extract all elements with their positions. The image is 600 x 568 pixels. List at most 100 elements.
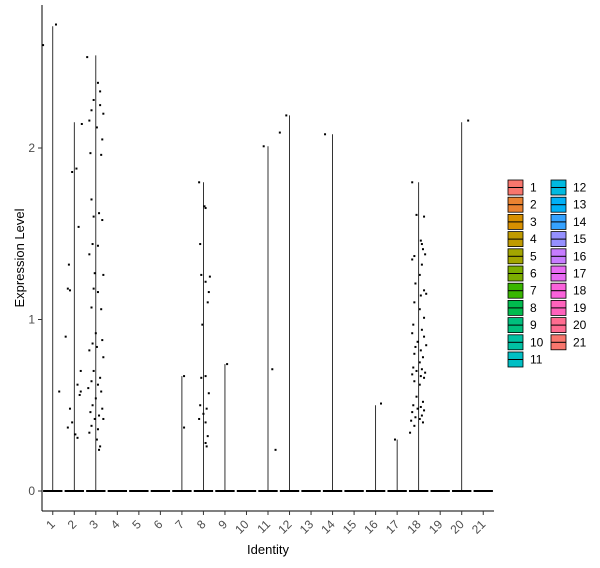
data-point [76, 383, 79, 386]
data-point [199, 243, 202, 246]
data-point [393, 438, 396, 441]
data-point [80, 122, 83, 125]
legend-item-19: 19 [550, 299, 587, 316]
data-point [71, 421, 74, 424]
data-point [75, 167, 78, 170]
violin-group-3 [86, 55, 106, 492]
data-point [419, 294, 422, 297]
data-point [416, 407, 419, 410]
data-point [423, 316, 426, 319]
data-point [205, 445, 208, 448]
data-point [88, 431, 91, 434]
data-point [79, 390, 82, 393]
data-point [100, 308, 103, 311]
legend-label: 7 [530, 284, 537, 298]
x-tick-label: 12 [275, 517, 295, 537]
data-point [66, 426, 69, 429]
data-point [90, 380, 93, 383]
violin-group-14 [322, 133, 343, 492]
data-point [204, 441, 207, 444]
data-point [424, 253, 427, 256]
x-tick-label: 3 [86, 517, 101, 532]
data-point [67, 263, 70, 266]
data-point [420, 328, 423, 331]
data-point [68, 407, 71, 410]
data-point [421, 356, 424, 359]
legend-label: 2 [530, 198, 537, 212]
y-axis-title: Expression Level [12, 208, 27, 307]
violin-group-17 [387, 438, 407, 492]
legend-item-10: 10 [507, 334, 544, 351]
data-point [421, 421, 424, 424]
data-point [411, 373, 414, 376]
data-point [423, 335, 426, 338]
data-point [89, 152, 92, 155]
data-point [413, 352, 416, 355]
data-point [204, 421, 207, 424]
data-point [206, 301, 209, 304]
legend-label: 9 [530, 318, 537, 332]
data-point [418, 308, 421, 311]
data-point [101, 407, 104, 410]
legend-item-12: 12 [550, 179, 587, 196]
data-point [200, 376, 203, 379]
legend-item-14: 14 [550, 213, 587, 230]
data-point [86, 56, 89, 59]
data-point [414, 282, 417, 285]
data-point [68, 289, 71, 292]
data-point [413, 255, 416, 258]
legend-item-3: 3 [507, 213, 537, 230]
legend-label: 16 [573, 249, 587, 263]
violin-group-20 [452, 119, 472, 492]
data-point [90, 109, 93, 112]
x-tick-label: 7 [172, 517, 187, 532]
x-tick-label: 18 [404, 517, 424, 537]
data-point [419, 349, 422, 352]
data-point [79, 369, 82, 372]
x-tick-label: 13 [297, 517, 317, 537]
legend-label: 6 [530, 267, 537, 281]
data-point [206, 435, 209, 438]
data-point [87, 387, 90, 390]
data-point [413, 380, 416, 383]
data-point [96, 383, 99, 386]
data-point [420, 263, 423, 266]
legend-label: 17 [573, 267, 587, 281]
legend-label: 11 [530, 353, 543, 367]
data-point [101, 339, 104, 342]
data-point [102, 112, 105, 115]
data-point [183, 375, 186, 378]
legend-item-1: 1 [507, 179, 537, 196]
data-point [425, 344, 428, 347]
data-point [419, 375, 422, 378]
data-point [74, 433, 77, 436]
data-point [71, 171, 74, 174]
violin-group-12 [278, 114, 300, 492]
data-point [98, 414, 101, 417]
data-point [92, 98, 95, 101]
data-point [94, 332, 97, 335]
x-tick-label: 8 [194, 517, 209, 532]
data-point [418, 383, 421, 386]
data-point [96, 291, 99, 294]
data-point [414, 345, 417, 348]
data-point [76, 436, 79, 439]
legend-label: 21 [573, 335, 587, 349]
data-point [380, 402, 382, 405]
x-tick-label: 17 [383, 517, 403, 537]
data-point [92, 369, 95, 372]
legend-item-13: 13 [550, 196, 587, 213]
y-tick-label: 0 [28, 484, 35, 498]
legend-item-4: 4 [507, 231, 537, 248]
data-point [95, 438, 98, 441]
data-point [421, 400, 424, 403]
legend-label: 3 [530, 215, 537, 229]
x-tick-label: 15 [340, 517, 360, 537]
data-point [226, 363, 229, 366]
legend-item-8: 8 [507, 299, 537, 316]
y-tick-label: 2 [28, 141, 35, 155]
data-point [411, 332, 414, 335]
data-point [423, 289, 426, 292]
